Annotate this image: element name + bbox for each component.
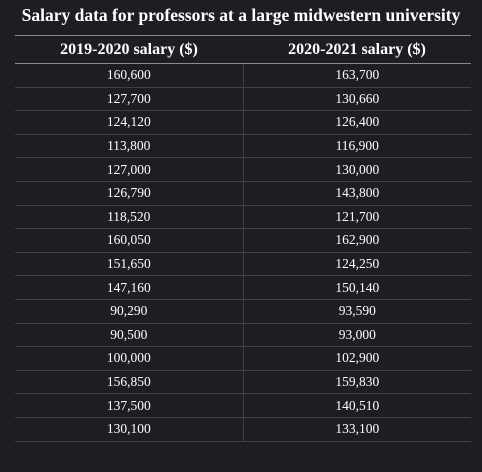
salary-2020-2021-cell: 93,000 — [242, 322, 471, 348]
salary-2019-2020-cell: 126,790 — [15, 180, 244, 206]
header-row: 2019-2020 salary ($) 2020-2021 salary ($… — [15, 35, 471, 64]
salary-2020-2021-cell: 143,800 — [242, 180, 471, 206]
salary-2019-2020-cell: 127,000 — [15, 157, 244, 182]
salary-2019-2020-cell: 124,120 — [15, 110, 244, 135]
salary-2020-2021-cell: 124,250 — [242, 251, 471, 277]
salary-2019-2020-cell: 100,000 — [15, 346, 244, 371]
salary-2019-2020-cell: 160,600 — [15, 63, 244, 88]
salary-2019-2020-cell: 113,800 — [15, 133, 244, 159]
salary-2020-2021-cell: 116,900 — [242, 133, 471, 159]
salary-2020-2021-cell: 93,590 — [242, 298, 471, 324]
salary-2019-2020-cell: 160,050 — [15, 228, 244, 253]
salary-2019-2020-cell: 151,650 — [15, 251, 244, 277]
salary-table: 2019-2020 salary ($) 2020-2021 salary ($… — [15, 35, 471, 442]
table-row: 127,000 130,000 — [15, 157, 471, 182]
salary-2019-2020-cell: 130,100 — [15, 416, 244, 442]
salary-2020-2021-cell: 102,900 — [242, 346, 471, 371]
salary-2020-2021-cell: 159,830 — [242, 369, 471, 395]
salary-2019-2020-cell: 147,160 — [15, 275, 244, 300]
table-row: 90,500 93,000 — [15, 322, 471, 348]
table-row: 118,520 121,700 — [15, 204, 471, 230]
table-row: 127,700 130,660 — [15, 86, 471, 112]
salary-2019-2020-cell: 156,850 — [15, 369, 244, 395]
header-2019-2020-salary: 2019-2020 salary ($) — [15, 35, 243, 64]
table-row: 160,600 163,700 — [15, 63, 471, 88]
salary-2020-2021-cell: 150,140 — [242, 275, 471, 300]
table-row: 126,790 143,800 — [15, 180, 471, 206]
salary-2020-2021-cell: 140,510 — [242, 393, 471, 418]
salary-2020-2021-cell: 126,400 — [242, 110, 471, 135]
salary-2019-2020-cell: 118,520 — [15, 204, 244, 230]
header-2020-2021-salary: 2020-2021 salary ($) — [243, 35, 471, 64]
salary-2020-2021-cell: 163,700 — [242, 63, 471, 88]
salary-2019-2020-cell: 137,500 — [15, 393, 244, 418]
table-row: 100,000 102,900 — [15, 346, 471, 371]
table-row: 160,050 162,900 — [15, 228, 471, 253]
table-row: 137,500 140,510 — [15, 393, 471, 418]
table-row: 147,160 150,140 — [15, 275, 471, 300]
salary-2019-2020-cell: 90,500 — [15, 322, 244, 348]
salary-2019-2020-cell: 90,290 — [15, 298, 244, 324]
salary-2020-2021-cell: 130,660 — [242, 86, 471, 112]
table-header: 2019-2020 salary ($) 2020-2021 salary ($… — [15, 35, 471, 64]
table-body: 160,600 163,700 127,700 130,660 124,120 … — [15, 63, 471, 442]
table-row: 124,120 126,400 — [15, 110, 471, 135]
table-row: 130,100 133,100 — [15, 416, 471, 442]
table-row: 151,650 124,250 — [15, 251, 471, 277]
salary-2020-2021-cell: 121,700 — [242, 204, 471, 230]
table-row: 113,800 116,900 — [15, 133, 471, 159]
salary-2020-2021-cell: 130,000 — [242, 157, 471, 182]
salary-2019-2020-cell: 127,700 — [15, 86, 244, 112]
table-row: 156,850 159,830 — [15, 369, 471, 395]
table-caption: Salary data for professors at a large mi… — [21, 5, 461, 25]
salary-2020-2021-cell: 162,900 — [242, 228, 471, 253]
table-row: 90,290 93,590 — [15, 298, 471, 324]
salary-2020-2021-cell: 133,100 — [242, 416, 471, 442]
